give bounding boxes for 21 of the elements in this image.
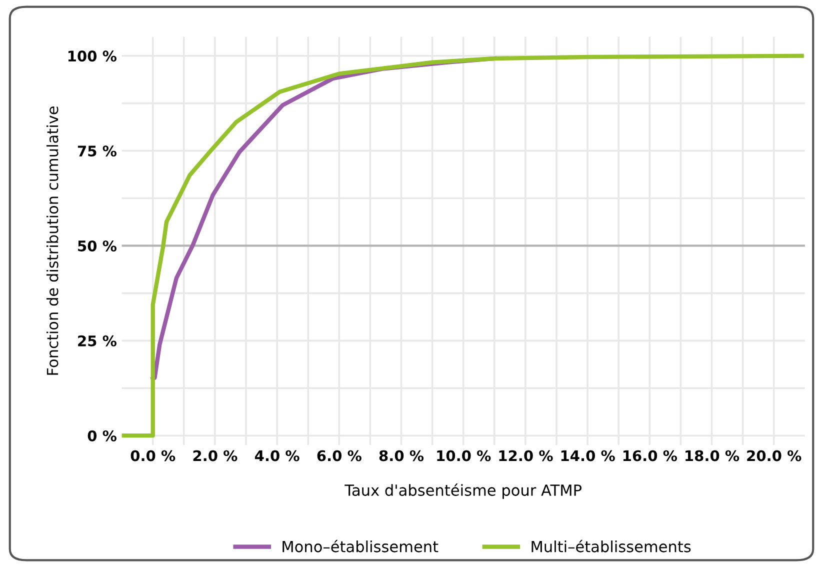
legend-label: Mono–établissement (282, 540, 438, 552)
x-tick-label: 14.0 % (561, 450, 615, 462)
x-tick-label: 4.0 % (254, 450, 300, 462)
y-tick-label: 0 % (88, 430, 116, 442)
y-tick-label: 100 % (68, 50, 116, 62)
x-tick-label: 12.0 % (499, 450, 553, 462)
x-tick-label: 8.0 % (379, 450, 424, 462)
y-tick-label: 75 % (78, 146, 116, 157)
legend-label: Multi–établissements (532, 540, 691, 552)
x-tick-label: 16.0 % (623, 450, 678, 462)
x-tick-label: 18.0 % (686, 450, 740, 462)
x-tick-label: 10.0 % (437, 450, 491, 462)
y-axis-title: Fonction de distribution cumulative (46, 106, 58, 375)
x-tick-label: 2.0 % (193, 450, 238, 462)
line-series (122, 54, 804, 438)
x-axis-title: Taux d'absentéisme pour ATMP (344, 484, 582, 499)
x-tick-label: 20.0 % (747, 450, 802, 462)
x-tick-label: 6.0 % (317, 450, 362, 462)
y-tick-label: 25 % (78, 335, 116, 346)
x-tick-label: 0.0 % (130, 450, 176, 462)
y-tick-label: 50 % (78, 240, 116, 252)
